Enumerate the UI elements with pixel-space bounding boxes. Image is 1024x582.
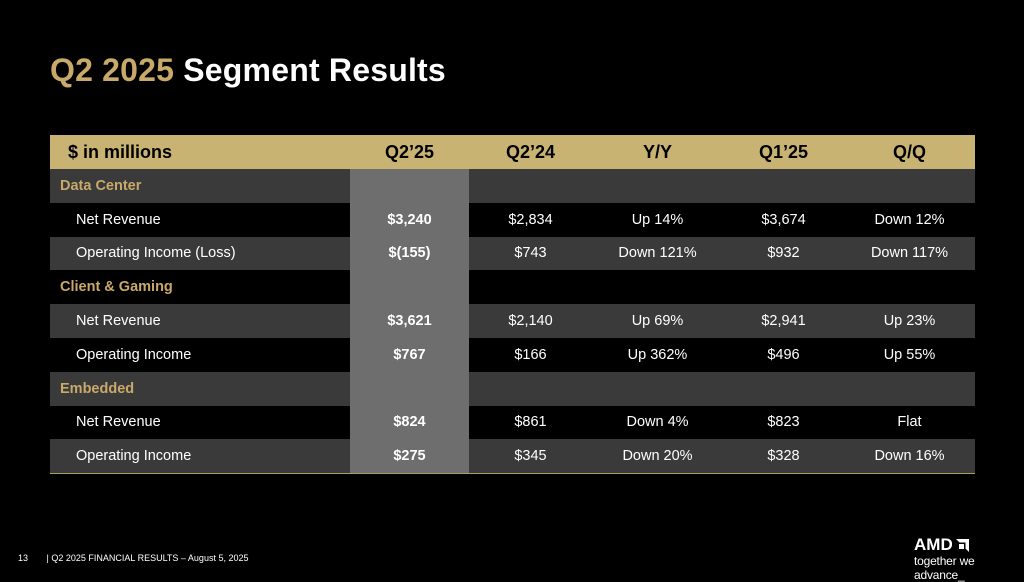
table-cell: $2,834 (508, 211, 553, 228)
table-cell: $2,941 (723, 304, 844, 338)
table-cell (844, 169, 975, 203)
table-header-row: $ in millions Q2’25 Q2’24 Y/Y Q1’25 Q/Q (50, 135, 975, 169)
table-cell: Down 4% (626, 414, 689, 431)
table-cell: Up 14% (631, 211, 684, 228)
row-label: Operating Income (76, 346, 192, 363)
table-cell (350, 270, 469, 305)
table-cell: $166 (514, 346, 547, 363)
title-text: Segment Results (183, 52, 446, 88)
table-cell: $(155) (350, 236, 469, 271)
table-cell (723, 371, 844, 406)
table-cell (592, 270, 723, 304)
table-cell: $767 (350, 337, 469, 372)
row-label: Operating Income (Loss) (50, 236, 350, 271)
table-cell (350, 169, 469, 203)
page-number: 13 (18, 553, 29, 563)
table-cell: $328 (723, 439, 844, 475)
column-header: Q/Q (844, 135, 975, 169)
table-cell: $345 (469, 439, 592, 475)
table-cell: $496 (767, 346, 800, 363)
column-header: $ in millions (50, 135, 350, 169)
table-cell (723, 270, 844, 304)
logo-wordmark: AMD (914, 535, 953, 554)
table-cell (592, 169, 723, 203)
table-row: Operating Income (Loss) $(155) $743 Down 12… (50, 236, 975, 271)
logo-tagline: together we advance_ (914, 554, 975, 582)
table-row: Net Revenue $3,240 $2,834 Up 14% $3,674 Down … (50, 202, 975, 237)
table-cell: Down 20% (592, 439, 723, 475)
table-cell: Down 16% (844, 439, 975, 475)
segment-name: Client & Gaming (60, 279, 173, 296)
category-row: Embedded (50, 371, 975, 406)
title-quarter: Q2 2025 (50, 52, 175, 88)
row-label: Net Revenue (76, 414, 161, 431)
segment-name: Embedded (50, 371, 350, 406)
table-cell (469, 169, 592, 203)
segment-name: Data Center (50, 169, 350, 203)
row-label: Operating Income (50, 439, 350, 475)
column-header: Q2’24 (469, 135, 592, 169)
table-cell (469, 371, 592, 406)
table-cell: Down 121% (592, 236, 723, 271)
table-cell (844, 371, 975, 406)
table-cell: $823 (767, 414, 800, 431)
table-cell: Up 55% (883, 346, 936, 363)
table-cell: $861 (514, 414, 547, 431)
table-cell: $3,621 (350, 304, 469, 338)
table-cell: Down 117% (844, 236, 975, 271)
table-cell (592, 371, 723, 406)
row-label: Net Revenue (50, 304, 350, 338)
slide-title: Q2 2025 Segment Results (50, 52, 446, 89)
table-row: Operating Income $275 $345 Down 20% $328 Down… (50, 439, 975, 475)
column-header: Q1’25 (723, 135, 844, 169)
category-row: Data Center (50, 169, 975, 203)
footer-text: | Q2 2025 FINANCIAL RESULTS – August 5, … (46, 553, 249, 563)
table-cell: $3,240 (350, 202, 469, 237)
row-label: Net Revenue (76, 211, 161, 228)
column-header: Q2’25 (350, 135, 469, 169)
category-row: Client & Gaming (50, 270, 975, 305)
table-cell (350, 371, 469, 406)
table-cell: Down 12% (874, 211, 945, 228)
table-cell: $275 (350, 439, 469, 475)
table-cell (469, 270, 592, 304)
table-cell: $2,140 (469, 304, 592, 338)
table-cell: $824 (350, 405, 469, 440)
table-cell: Flat (897, 414, 922, 431)
table-row: Net Revenue $3,621 $2,140 Up 69% $2,941 Up 23… (50, 304, 975, 338)
table-cell: Up 69% (592, 304, 723, 338)
amd-arrow-icon (955, 538, 969, 552)
table-cell (723, 169, 844, 203)
column-header: Y/Y (592, 135, 723, 169)
table-cell: Up 362% (627, 346, 688, 363)
table-cell: Up 23% (844, 304, 975, 338)
table-cell (844, 270, 975, 304)
table-cell: $932 (723, 236, 844, 271)
segment-results-table: $ in millions Q2’25 Q2’24 Y/Y Q1’25 Q/Q … (50, 135, 975, 475)
table-cell: $743 (469, 236, 592, 271)
amd-logo: AMD together we advance_ (914, 535, 1014, 582)
table-row: Net Revenue $824 $861 Down 4% $823 Flat (50, 405, 975, 440)
footer: 13 | Q2 2025 FINANCIAL RESULTS – August … (18, 553, 248, 563)
logo-brand: AMD (914, 535, 1014, 555)
table-cell: $3,674 (761, 211, 806, 228)
table-row: Operating Income $767 $166 Up 362% $496 Up 55… (50, 337, 975, 372)
